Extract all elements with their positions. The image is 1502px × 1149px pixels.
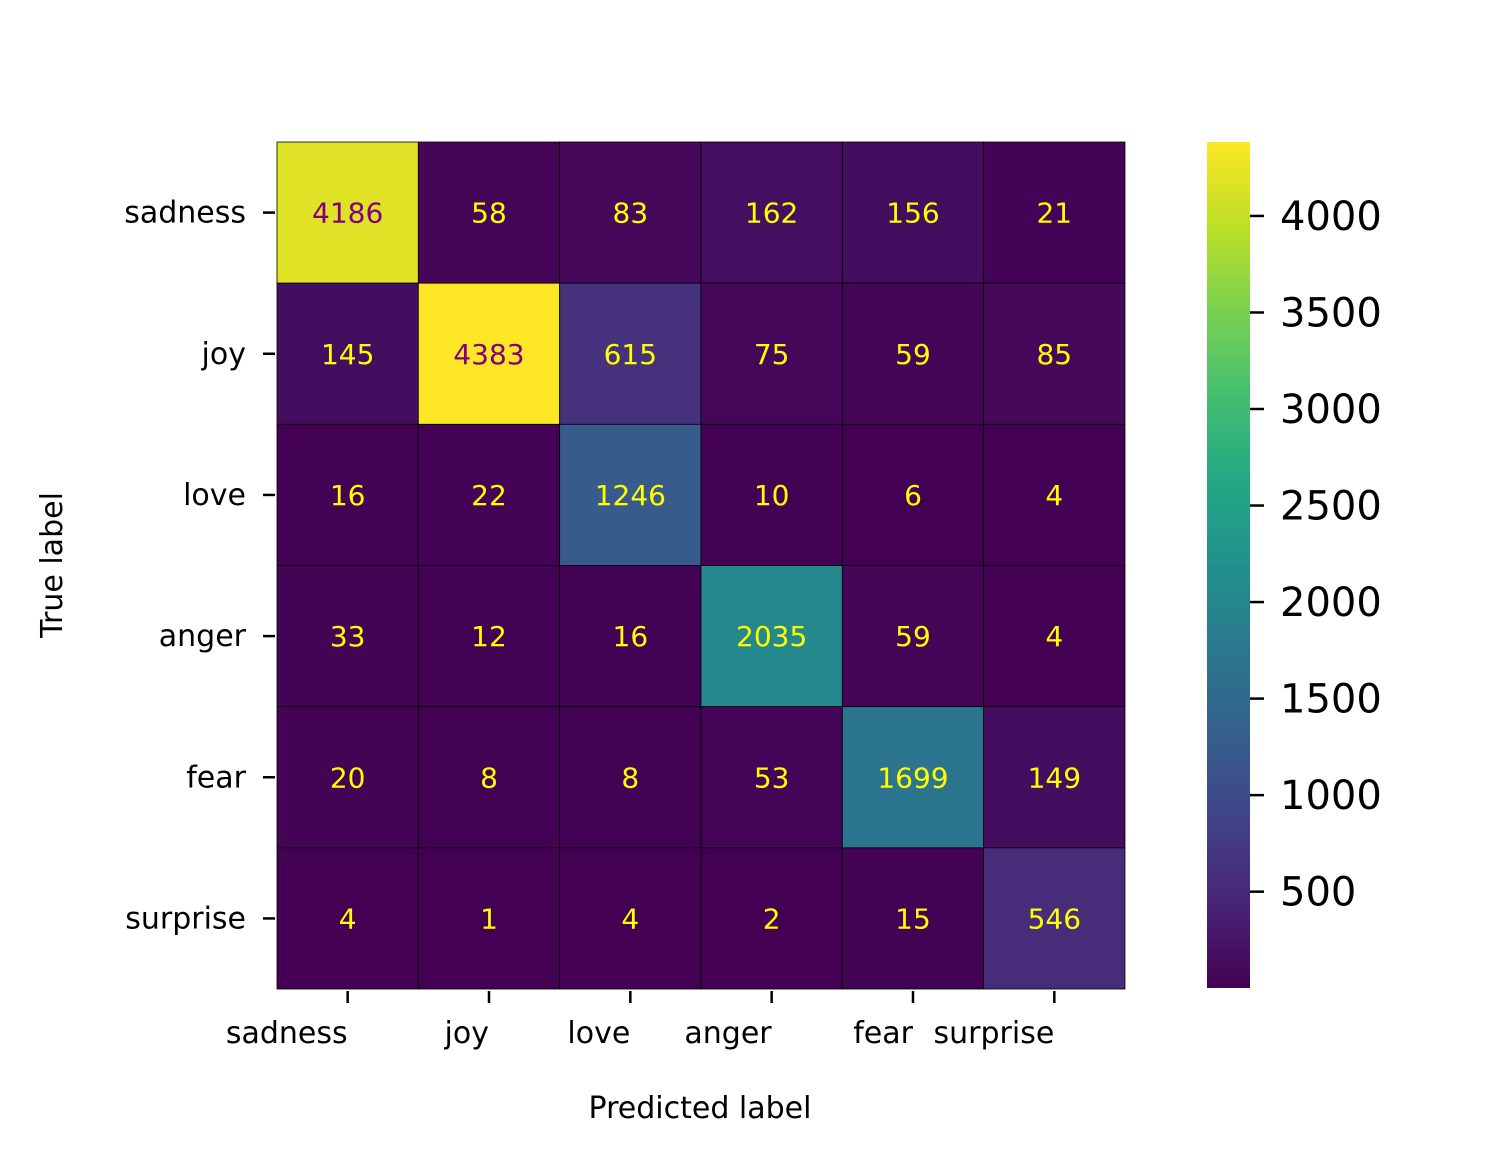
y-tick-label: joy xyxy=(201,337,246,372)
y-tick-label: sadness xyxy=(124,196,246,231)
cell-value-label: 1699 xyxy=(877,761,948,794)
colorbar-tick-label: 500 xyxy=(1280,870,1356,916)
heatmap-cell xyxy=(276,282,419,425)
heatmap-cell xyxy=(841,706,985,849)
colorbar-tick-label: 1500 xyxy=(1280,677,1382,723)
heatmap-cell xyxy=(559,706,702,849)
colorbar-tick-label: 4000 xyxy=(1280,194,1382,240)
cell-value-label: 1246 xyxy=(595,479,666,512)
cell-value-label: 59 xyxy=(895,338,931,371)
cell-value-label: 83 xyxy=(613,197,649,230)
cell-value-label: 15 xyxy=(895,902,931,935)
cell-value-label: 10 xyxy=(754,479,790,512)
y-axis-title: True label xyxy=(35,492,70,639)
x-tick-label: sadness xyxy=(226,1016,348,1051)
heatmap-cell xyxy=(276,423,419,566)
heatmap-cell xyxy=(700,565,843,708)
cell-value-label: 4383 xyxy=(453,338,524,371)
heatmap-cell xyxy=(559,141,702,284)
heatmap-cell xyxy=(276,141,419,284)
cell-value-label: 2035 xyxy=(736,620,807,653)
colorbar-tick-label: 3500 xyxy=(1280,290,1382,336)
cell-value-label: 4 xyxy=(339,902,357,935)
y-tick-label: fear xyxy=(186,760,246,795)
cell-value-label: 58 xyxy=(471,197,507,230)
heatmap-cell xyxy=(983,141,1126,284)
heatmap-cell xyxy=(983,847,1126,990)
x-tick-label: love xyxy=(567,1016,630,1051)
cell-value-label: 59 xyxy=(895,620,931,653)
cell-value-label: 149 xyxy=(1028,761,1081,794)
heatmap-cell xyxy=(417,706,561,849)
heatmap-cell xyxy=(276,565,419,708)
heatmap-cell xyxy=(559,423,702,566)
colorbar-tick-label: 1000 xyxy=(1280,773,1382,819)
heatmap-cell xyxy=(417,282,561,425)
cell-value-label: 6 xyxy=(904,479,922,512)
x-tick-label: surprise xyxy=(934,1016,1055,1051)
cell-value-label: 162 xyxy=(745,197,798,230)
x-tick-label: joy xyxy=(444,1016,489,1051)
heatmap-cell xyxy=(417,423,561,566)
y-axis: sadness joy love anger fear surprise xyxy=(124,196,275,936)
heatmap-cells xyxy=(276,141,1126,990)
heatmap-cell xyxy=(700,706,843,849)
heatmap-cell xyxy=(417,141,561,284)
heatmap-cell xyxy=(276,847,419,990)
cell-value-label: 4 xyxy=(1045,620,1063,653)
cell-value-label: 4 xyxy=(1045,479,1063,512)
colorbar: 500 1000 1500 2000 2500 3000 3500 4000 xyxy=(1207,142,1382,988)
heatmap-cell xyxy=(700,423,843,566)
heatmap-cell xyxy=(841,847,985,990)
heatmap-cell xyxy=(983,282,1126,425)
heatmap-cell xyxy=(983,565,1126,708)
x-tick-label: anger xyxy=(684,1016,772,1051)
cell-value-label: 22 xyxy=(471,479,507,512)
colorbar-tick-label: 2500 xyxy=(1280,484,1382,530)
y-tick-label: anger xyxy=(159,619,247,654)
heatmap-cell xyxy=(559,565,702,708)
cell-value-label: 145 xyxy=(321,338,374,371)
x-axis: sadness joy love anger fear surprise xyxy=(226,991,1056,1051)
cell-value-label: 4186 xyxy=(312,197,383,230)
cell-value-label: 85 xyxy=(1036,338,1072,371)
cell-value-label: 156 xyxy=(886,197,939,230)
heatmap-cell xyxy=(983,423,1126,566)
cell-value-label: 16 xyxy=(613,620,649,653)
heatmap-cell xyxy=(276,706,419,849)
heatmap-cell xyxy=(700,141,843,284)
x-axis-title: Predicted label xyxy=(589,1091,812,1126)
heatmap-cell xyxy=(841,565,985,708)
y-tick-label: love xyxy=(183,478,246,513)
colorbar-tick-label: 3000 xyxy=(1280,387,1382,433)
heatmap-cell xyxy=(417,565,561,708)
y-tick-label: surprise xyxy=(125,901,246,936)
heatmap-cell xyxy=(700,282,843,425)
cell-value-label: 1 xyxy=(480,902,498,935)
cell-value-label: 21 xyxy=(1036,197,1072,230)
cell-value-label: 33 xyxy=(330,620,366,653)
cell-value-label: 2 xyxy=(763,902,781,935)
cell-value-label: 75 xyxy=(754,338,790,371)
heatmap-cell xyxy=(700,847,843,990)
cell-value-label: 546 xyxy=(1028,902,1081,935)
heatmap-cell xyxy=(841,141,985,284)
cell-value-label: 16 xyxy=(330,479,366,512)
cell-value-label: 8 xyxy=(480,761,498,794)
cell-value-label: 53 xyxy=(754,761,790,794)
heatmap-cell xyxy=(983,706,1126,849)
cell-value-label: 615 xyxy=(604,338,657,371)
cell-value-label: 12 xyxy=(471,620,507,653)
heatmap-cell xyxy=(841,423,985,566)
cell-value-label: 8 xyxy=(621,761,639,794)
x-tick-label: fear xyxy=(853,1016,913,1051)
colorbar-gradient xyxy=(1207,142,1250,988)
colorbar-tick-label: 2000 xyxy=(1280,580,1382,626)
cell-value-label: 20 xyxy=(330,761,366,794)
cell-value-label: 4 xyxy=(621,902,639,935)
